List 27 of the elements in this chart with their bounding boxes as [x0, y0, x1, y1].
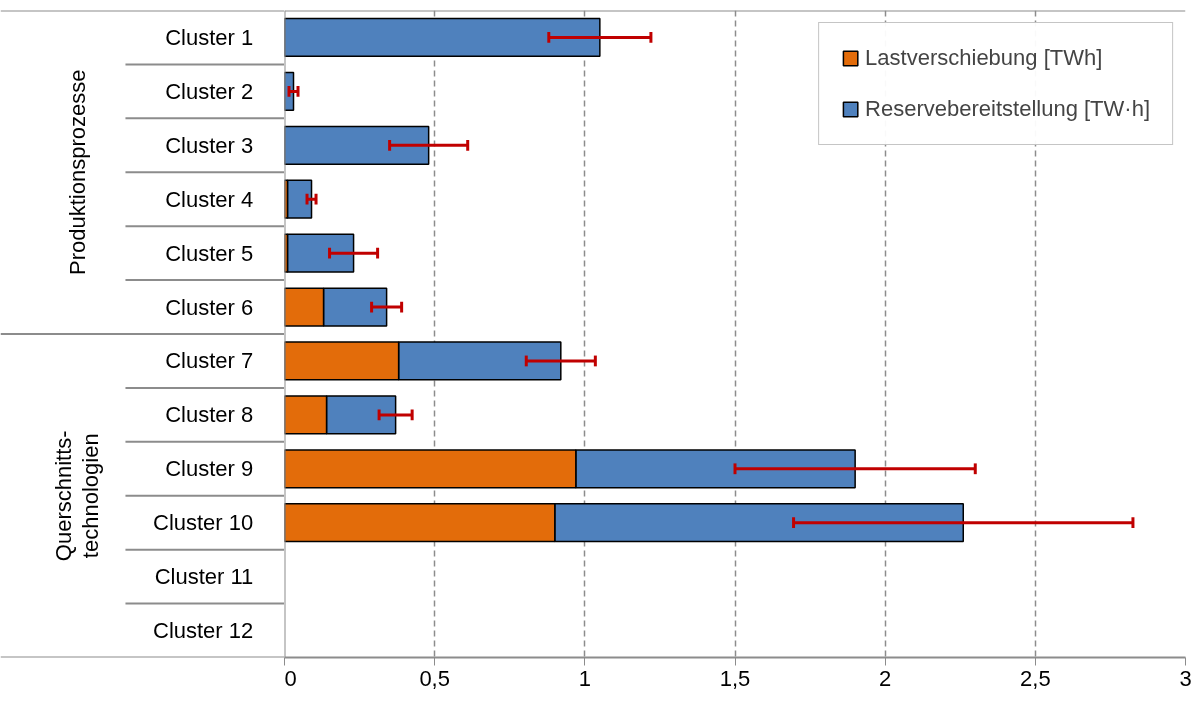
y-tick-label: Cluster 1: [165, 24, 254, 50]
y-tick-label: Cluster 4: [165, 186, 254, 212]
y-tick-label: Cluster 12: [152, 618, 254, 644]
x-tick-label: 3: [1179, 665, 1192, 691]
x-tick-label: 1,5: [719, 665, 751, 691]
x-tick-label: 0,5: [419, 665, 450, 691]
bar: [284, 125, 430, 165]
y-tick-label: Cluster 10: [152, 510, 254, 536]
legend-label: Lastverschiebung [TWh]: [865, 45, 1103, 71]
y-tick-label: Cluster 2: [165, 78, 254, 104]
x-tick-label: 0: [284, 665, 297, 691]
y-tick-label: Cluster 9: [165, 456, 254, 482]
y-tick-label: Cluster 11: [154, 564, 254, 590]
x-tick-label: 2: [879, 665, 892, 691]
y-tick-label: Cluster 8: [165, 402, 254, 428]
text: Querschnitts- technologien: [50, 430, 104, 562]
y-tick-label: Cluster 3: [165, 132, 254, 158]
x-tick-label: 1: [578, 665, 591, 691]
y-tick-label: Cluster 7: [165, 348, 254, 374]
legend-label: Reservebereitstellung [TW·h]: [865, 96, 1150, 122]
bar: [284, 17, 601, 58]
y-tick-label: Cluster 5: [165, 240, 254, 266]
x-tick-label: 2,5: [1020, 665, 1051, 691]
text: Produktionsprozesse: [64, 69, 90, 275]
bar: [286, 179, 313, 219]
y-tick-label: Cluster 6: [165, 294, 254, 320]
bar: [286, 233, 355, 273]
